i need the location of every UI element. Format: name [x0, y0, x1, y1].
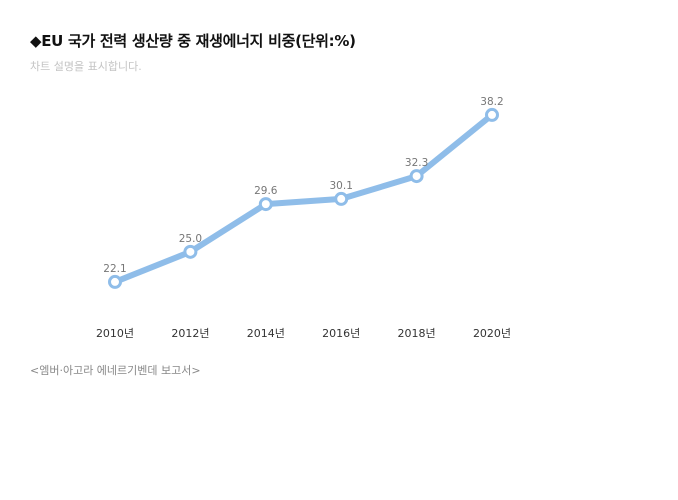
chart-subtitle: 차트 설명을 표시합니다. [30, 60, 142, 73]
data-labels: 22.1 25.0 29.6 30.1 32.3 38.2 [103, 96, 503, 275]
x-tick-label-4: 2018년 [398, 327, 436, 340]
x-tick-label-3: 2016년 [322, 327, 360, 340]
data-point-5 [485, 107, 499, 122]
x-tick-label-1: 2012년 [171, 327, 209, 340]
data-point-2 [258, 197, 273, 212]
data-label-3: 30.1 [330, 180, 353, 192]
x-tick-label-0: 2010년 [96, 327, 134, 340]
data-label-1: 25.0 [179, 233, 202, 245]
data-point-1 [183, 244, 198, 259]
data-label-4: 32.3 [405, 157, 428, 169]
data-label-0: 22.1 [103, 263, 126, 275]
x-tick-label-5: 2020년 [473, 327, 511, 340]
data-point-3 [334, 191, 349, 206]
data-label-5: 38.2 [480, 96, 503, 108]
data-point-0 [108, 274, 122, 289]
line-chart: 2010년 2012년 2014년 2016년 2018년 2020년 22.125.02… [96, 96, 511, 340]
x-axis-ticks: 2010년 2012년 2014년 2016년 2018년 2020년 [96, 327, 511, 340]
source-note: <엠버·아고라 에네르기벤데 보고서> [30, 364, 201, 377]
series-line [112, 111, 495, 285]
x-tick-label-2: 2014년 [247, 327, 285, 340]
chart-title: ◆EU 국가 전력 생산량 중 재생에너지 비중(단위:%) [30, 32, 356, 50]
data-label-2: 29.6 [254, 185, 278, 197]
series-markers [108, 107, 499, 289]
data-point-4 [409, 169, 424, 184]
